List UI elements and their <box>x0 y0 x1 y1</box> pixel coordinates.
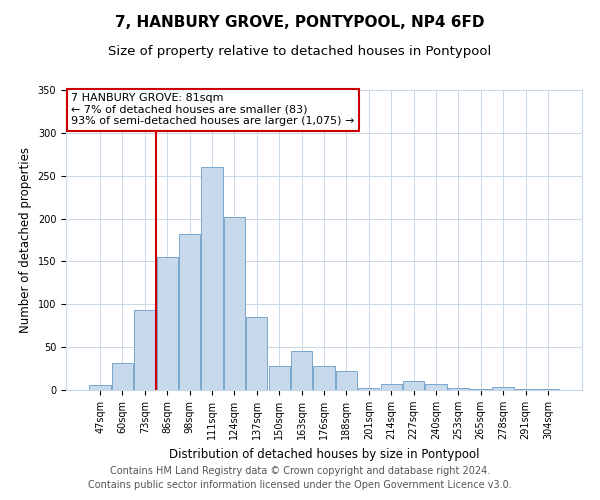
Text: 7, HANBURY GROVE, PONTYPOOL, NP4 6FD: 7, HANBURY GROVE, PONTYPOOL, NP4 6FD <box>115 15 485 30</box>
X-axis label: Distribution of detached houses by size in Pontypool: Distribution of detached houses by size … <box>169 448 479 460</box>
Bar <box>358 388 379 390</box>
Bar <box>269 366 290 390</box>
Bar <box>537 389 559 390</box>
Bar <box>313 366 335 390</box>
Bar <box>134 310 155 390</box>
Text: Size of property relative to detached houses in Pontypool: Size of property relative to detached ho… <box>109 45 491 58</box>
Bar <box>224 217 245 390</box>
Bar <box>336 371 357 390</box>
Bar <box>112 362 133 390</box>
Bar <box>448 388 469 390</box>
Bar <box>380 384 402 390</box>
Bar <box>493 386 514 390</box>
Bar <box>179 234 200 390</box>
Text: 7 HANBURY GROVE: 81sqm
← 7% of detached houses are smaller (83)
93% of semi-deta: 7 HANBURY GROVE: 81sqm ← 7% of detached … <box>71 93 355 126</box>
Bar <box>202 167 223 390</box>
Bar <box>470 389 491 390</box>
Bar <box>157 257 178 390</box>
Bar <box>89 385 111 390</box>
Bar <box>425 384 446 390</box>
Bar <box>403 382 424 390</box>
Bar <box>515 389 536 390</box>
Bar <box>246 317 268 390</box>
Bar <box>291 350 312 390</box>
Text: Contains HM Land Registry data © Crown copyright and database right 2024.
Contai: Contains HM Land Registry data © Crown c… <box>88 466 512 490</box>
Y-axis label: Number of detached properties: Number of detached properties <box>19 147 32 333</box>
